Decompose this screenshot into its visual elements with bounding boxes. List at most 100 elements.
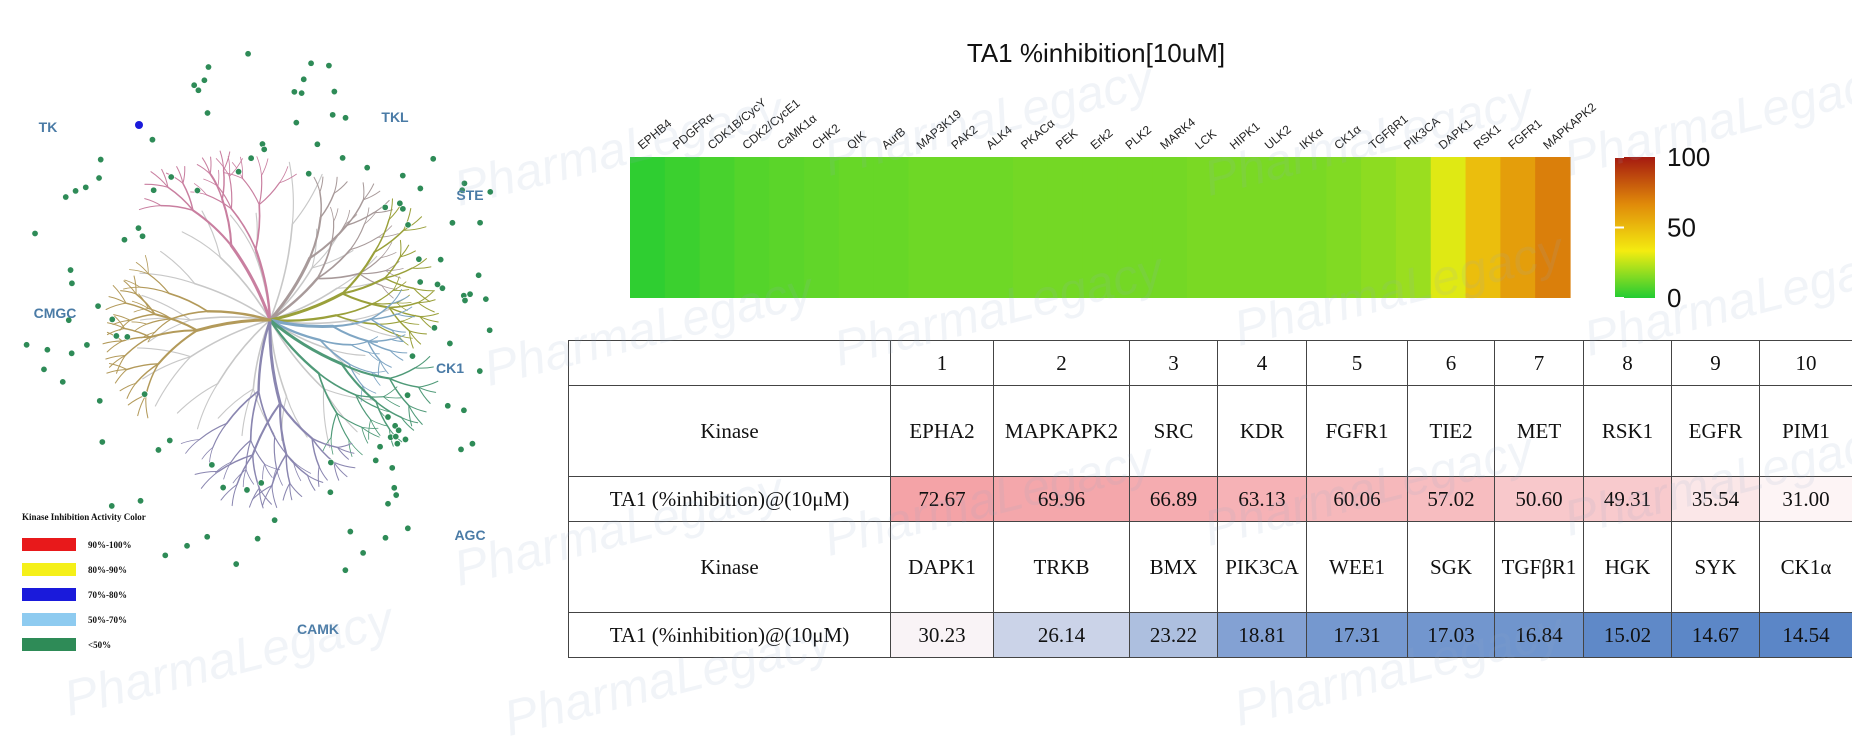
heatmap-cell (1117, 157, 1152, 298)
kinase-dot (400, 172, 406, 178)
heatmap-x-tick-label: PEK (1053, 126, 1080, 152)
tree-branch (197, 320, 270, 330)
tree-branch (162, 169, 168, 187)
chart-title: TA1 %inhibition[10uM] (967, 38, 1225, 68)
kinase-dot (327, 489, 333, 495)
heatmap-cell (1396, 157, 1431, 298)
table-value-cell: 23.22 (1130, 613, 1218, 658)
tree-branch (378, 361, 380, 376)
tree-branch (199, 423, 226, 439)
tree-branch (331, 413, 337, 437)
heatmap-x-tick-label: RSK1 (1471, 121, 1504, 152)
tree-branch (369, 420, 371, 440)
tree-branch (220, 151, 223, 170)
tree-group-label: TKL (381, 109, 409, 125)
kinase-dot (162, 552, 168, 558)
kinase-dot (393, 433, 399, 439)
kinase-dot (364, 164, 370, 170)
tree-group-tk (139, 151, 296, 320)
kinase-dot (391, 485, 397, 491)
table-value-cell: 72.67 (891, 477, 994, 522)
tree-branch (317, 250, 350, 279)
table-kinase-cell: EPHA2 (891, 386, 994, 477)
kinase-dot (254, 535, 260, 541)
kinase-dot (430, 156, 436, 162)
table-value-cell: 60.06 (1307, 477, 1408, 522)
kinase-dot (329, 112, 335, 118)
table-index-cell: 6 (1408, 341, 1495, 386)
kinase-dot (437, 256, 443, 262)
kinase-dot (245, 51, 251, 57)
heatmap-x-tick-label: CK1α (1331, 122, 1363, 152)
kinase-dot (248, 155, 254, 161)
tree-branch (145, 199, 161, 206)
kinase-dot (331, 88, 337, 94)
table-row-header: TA1 (%inhibition)@(10μM) (569, 477, 891, 522)
heatmap-x-tick-label: EPHB4 (635, 116, 674, 152)
heatmap-x-tick-label: LCK (1192, 127, 1219, 153)
kinase-dot (431, 325, 437, 331)
tree-branch (319, 466, 327, 480)
table-value-cell: 30.23 (891, 613, 994, 658)
kinase-dot (96, 175, 102, 181)
kinase-dot (139, 233, 145, 239)
kinase-dot (393, 492, 399, 498)
tree-branch (143, 357, 191, 379)
tree-branch (139, 206, 161, 210)
tree-branch (262, 159, 268, 176)
tree-branch (251, 391, 259, 440)
tree-branch (383, 387, 397, 397)
table-kinase-cell: SYK (1672, 522, 1760, 613)
tree-branch (257, 157, 262, 176)
tree-branch (414, 288, 435, 290)
kinase-dot (382, 204, 388, 210)
heatmap-cell (839, 157, 874, 298)
tree-branch (409, 331, 426, 334)
heatmap-x-tick-label: PLK2 (1123, 122, 1155, 152)
table-value-cell: 14.67 (1672, 613, 1760, 658)
kinase-dot (149, 136, 155, 142)
kinase-dot (339, 155, 345, 161)
kinase-dot (477, 368, 483, 374)
tree-branch (210, 174, 222, 199)
kinase-dot (389, 465, 395, 471)
heatmap-x-tick-label: Erk2 (1088, 126, 1116, 153)
tree-branch (338, 447, 349, 459)
tree-branch (215, 462, 231, 472)
kinase-dot (68, 350, 74, 356)
table-index-cell: 1 (891, 341, 994, 386)
tree-branch (333, 326, 368, 341)
kinase-dot (124, 334, 130, 340)
tree-branch (280, 403, 312, 438)
tree-branch (155, 357, 190, 406)
kinase-dot (483, 296, 489, 302)
table-kinase-cell: PIK3CA (1218, 522, 1307, 613)
kinase-dot (382, 535, 388, 541)
heatmap-cells (630, 157, 1571, 298)
kinase-dot (298, 90, 304, 96)
kinase-dot (445, 403, 451, 409)
kinase-dot (342, 115, 348, 121)
tree-branch (218, 170, 219, 186)
kinase-dot (308, 60, 314, 66)
table-value-cell: 14.54 (1760, 613, 1852, 658)
table-index-cell: 9 (1672, 341, 1760, 386)
table-kinase-cell: MAPKAPK2 (994, 386, 1130, 477)
table-kinase-cell: FGFR1 (1307, 386, 1408, 477)
table-index-cell: 7 (1495, 341, 1584, 386)
kinase-dot (486, 327, 492, 333)
legend-label: 70%-80% (88, 590, 127, 600)
kinase-dot (137, 498, 143, 504)
table-kinase-cell: TGFβR1 (1495, 522, 1584, 613)
table-kinase-cell: TIE2 (1408, 386, 1495, 477)
kinase-dot (394, 440, 400, 446)
tree-branch (246, 469, 254, 484)
tree-branch (418, 303, 434, 312)
legend-swatch (22, 588, 76, 601)
kinase-dot (461, 180, 467, 186)
table-row-header: Kinase (569, 522, 891, 613)
